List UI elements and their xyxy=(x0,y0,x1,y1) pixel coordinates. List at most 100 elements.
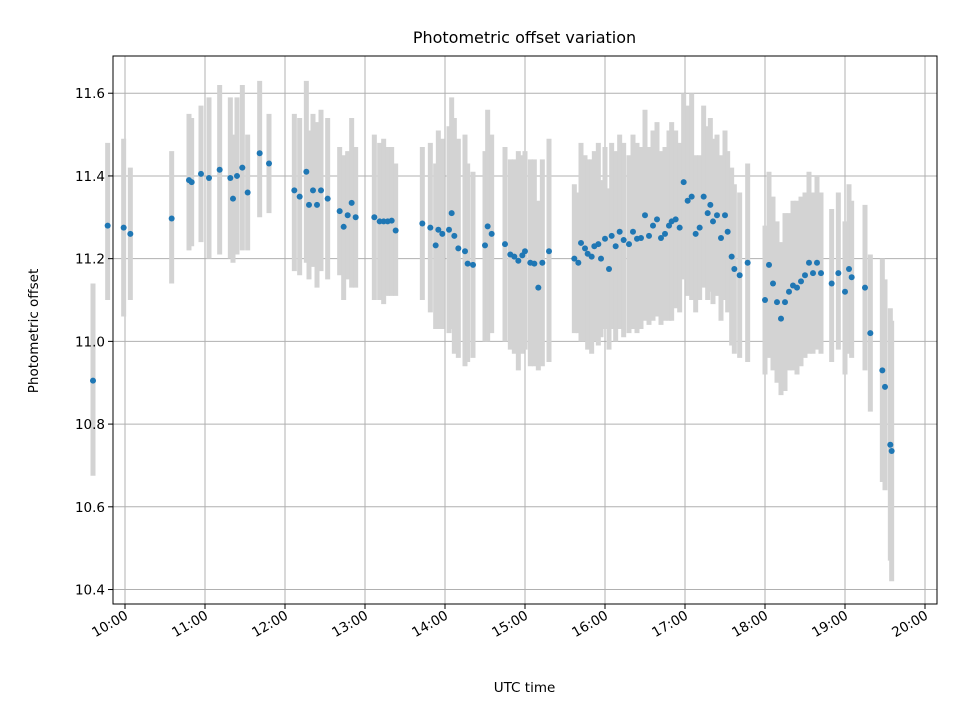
data-point xyxy=(511,253,518,260)
x-axis-label: UTC time xyxy=(494,680,556,696)
data-point xyxy=(502,241,508,248)
data-point xyxy=(646,232,652,239)
data-point xyxy=(484,223,491,230)
data-point xyxy=(778,315,784,322)
data-point xyxy=(188,179,195,186)
data-point xyxy=(464,260,471,267)
data-point xyxy=(700,193,707,200)
y-tick-label: 11.4 xyxy=(75,169,105,185)
data-point xyxy=(515,257,522,264)
data-point xyxy=(882,383,888,390)
data-point xyxy=(303,168,310,175)
data-point xyxy=(598,255,604,262)
data-point xyxy=(696,224,703,231)
data-point xyxy=(774,299,780,306)
data-point xyxy=(388,217,395,224)
data-point xyxy=(314,201,320,208)
data-point xyxy=(392,227,399,234)
data-point xyxy=(887,441,894,448)
data-point xyxy=(867,330,874,337)
data-point xyxy=(835,270,842,277)
data-point xyxy=(616,228,623,235)
data-point xyxy=(439,230,446,237)
data-point xyxy=(575,259,582,266)
data-point xyxy=(104,222,111,229)
data-point xyxy=(736,272,743,279)
data-point xyxy=(731,265,738,272)
data-point xyxy=(531,260,538,267)
data-point xyxy=(571,255,578,262)
data-point xyxy=(227,175,234,182)
data-point xyxy=(638,234,644,241)
data-point xyxy=(419,220,426,227)
data-point xyxy=(802,272,808,279)
data-point xyxy=(654,216,660,223)
y-tick-label: 10.4 xyxy=(75,583,105,599)
data-point xyxy=(340,223,347,230)
data-point xyxy=(120,224,127,231)
data-point xyxy=(488,230,495,237)
data-point xyxy=(688,193,695,200)
data-point xyxy=(324,195,331,202)
data-point xyxy=(582,245,588,252)
data-point xyxy=(724,228,731,235)
data-point xyxy=(432,242,439,249)
y-tick-label: 11.2 xyxy=(75,252,105,268)
data-point xyxy=(602,235,608,242)
data-point xyxy=(798,278,804,285)
data-point xyxy=(348,199,355,206)
data-point xyxy=(606,265,612,272)
data-point xyxy=(435,226,442,233)
data-point xyxy=(672,216,679,223)
data-point xyxy=(296,193,303,200)
data-point xyxy=(762,297,768,304)
data-point xyxy=(455,245,462,252)
data-point xyxy=(256,150,263,157)
data-point xyxy=(728,253,735,260)
data-point xyxy=(446,226,452,233)
data-point xyxy=(770,280,776,287)
data-point xyxy=(879,367,886,374)
data-point xyxy=(842,288,848,295)
data-point xyxy=(828,280,835,287)
data-point xyxy=(244,189,251,196)
data-point xyxy=(595,241,602,248)
data-point xyxy=(786,288,792,295)
y-tick-label: 10.8 xyxy=(75,417,105,433)
data-point xyxy=(539,259,546,266)
data-point xyxy=(710,218,716,225)
data-point xyxy=(782,299,788,306)
data-point xyxy=(692,230,699,237)
data-point xyxy=(470,261,476,268)
data-point xyxy=(310,187,316,194)
data-point xyxy=(676,224,683,231)
point-layer xyxy=(90,150,895,454)
data-point xyxy=(766,261,772,268)
data-point xyxy=(888,447,895,454)
data-point xyxy=(806,259,812,266)
data-point xyxy=(658,234,664,241)
data-point xyxy=(482,242,488,249)
data-point xyxy=(650,222,656,229)
data-point xyxy=(744,259,751,266)
data-point xyxy=(206,175,212,182)
data-point xyxy=(306,201,312,208)
data-point xyxy=(620,237,627,244)
data-point xyxy=(794,284,800,291)
y-tick-label: 10.6 xyxy=(75,500,105,516)
data-point xyxy=(722,212,728,219)
data-point xyxy=(714,212,720,219)
data-point xyxy=(216,166,223,173)
data-point xyxy=(239,164,246,171)
data-point xyxy=(535,284,542,291)
data-point xyxy=(846,265,852,272)
data-point xyxy=(814,259,820,266)
data-point xyxy=(684,197,691,204)
data-point xyxy=(680,179,687,186)
data-point xyxy=(168,215,175,222)
data-point xyxy=(234,172,240,179)
data-point xyxy=(448,210,455,217)
y-tick-label: 11.0 xyxy=(75,334,105,350)
